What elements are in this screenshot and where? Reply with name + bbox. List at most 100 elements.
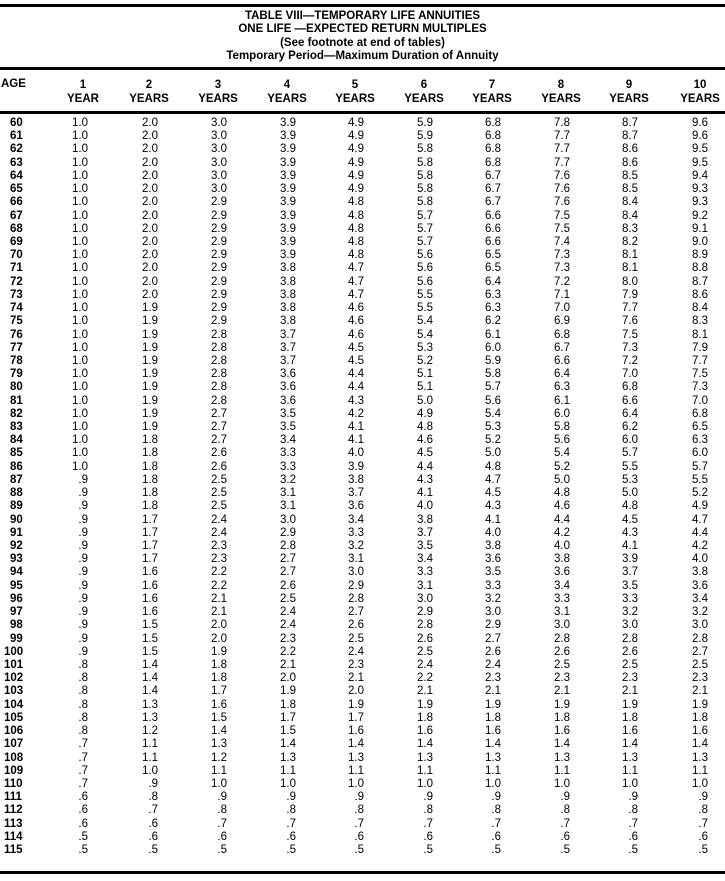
multiple-cell: 3.4 bbox=[348, 513, 364, 526]
column-header-6: 6 YEARS bbox=[390, 78, 458, 106]
multiple-cell: 1.8 bbox=[142, 473, 158, 486]
multiple-cell: 4.3 bbox=[417, 473, 433, 486]
multiple-cell: 2.0 bbox=[280, 672, 296, 685]
multiple-cell: 2.2 bbox=[280, 645, 296, 658]
age-cell: 79 bbox=[10, 368, 23, 381]
multiple-cell: 2.1 bbox=[485, 685, 501, 698]
multiple-cell: 2.8 bbox=[211, 328, 227, 341]
multiple-cell: 5.8 bbox=[417, 183, 433, 196]
multiple-cell: 4.4 bbox=[348, 368, 364, 381]
multiple-cell: .5 bbox=[286, 844, 296, 857]
table-row: 85 1.0 1.8 2.6 3.3 4.0 4.5 5.0 5.4 5.7 6.0 bbox=[0, 447, 725, 460]
multiple-cell: 6.5 bbox=[692, 421, 708, 434]
multiple-cell: 5.5 bbox=[417, 288, 433, 301]
multiple-cell: 5.3 bbox=[485, 421, 501, 434]
multiple-cell: 2.9 bbox=[211, 275, 227, 288]
multiple-cell: 1.0 bbox=[72, 381, 88, 394]
multiple-cell: 1.0 bbox=[72, 328, 88, 341]
multiple-cell: 8.0 bbox=[622, 275, 638, 288]
multiple-cell: 4.8 bbox=[622, 500, 638, 513]
multiple-cell: .7 bbox=[628, 817, 638, 830]
table-row: 63 1.0 2.0 3.0 3.9 4.9 5.8 6.8 7.7 8.6 9.5 bbox=[0, 157, 725, 170]
multiple-cell: .9 bbox=[78, 487, 88, 500]
multiple-cell: 6.2 bbox=[622, 421, 638, 434]
multiple-cell: 5.8 bbox=[485, 368, 501, 381]
multiple-cell: 1.8 bbox=[142, 434, 158, 447]
multiple-cell: 2.0 bbox=[142, 235, 158, 248]
multiple-cell: 1.0 bbox=[72, 222, 88, 235]
multiple-cell: 2.5 bbox=[348, 632, 364, 645]
table-row: 61 1.0 2.0 3.0 3.9 4.9 5.9 6.8 7.7 8.7 9.6 bbox=[0, 130, 725, 143]
table-row: 84 1.0 1.8 2.7 3.4 4.1 4.6 5.2 5.6 6.0 6.3 bbox=[0, 434, 725, 447]
multiple-cell: 3.0 bbox=[211, 130, 227, 143]
multiple-cell: 4.1 bbox=[417, 487, 433, 500]
column-header-unit: YEARS bbox=[609, 93, 649, 105]
multiple-cell: .7 bbox=[491, 817, 501, 830]
multiple-cell: 1.0 bbox=[72, 302, 88, 315]
multiple-cell: 2.0 bbox=[142, 169, 158, 182]
table-row: 67 1.0 2.0 2.9 3.9 4.8 5.7 6.6 7.5 8.4 9.2 bbox=[0, 210, 725, 223]
multiple-cell: 3.9 bbox=[280, 222, 296, 235]
multiple-cell: 1.0 bbox=[72, 460, 88, 473]
multiple-cell: 1.0 bbox=[72, 196, 88, 209]
multiple-cell: 1.3 bbox=[692, 751, 708, 764]
multiple-cell: 6.0 bbox=[554, 407, 570, 420]
multiple-cell: .5 bbox=[78, 844, 88, 857]
multiple-cell: 4.7 bbox=[348, 262, 364, 275]
multiple-cell: 3.7 bbox=[280, 341, 296, 354]
multiple-cell: 5.8 bbox=[417, 156, 433, 169]
column-header-unit: YEARS bbox=[335, 93, 375, 105]
multiple-cell: 3.8 bbox=[280, 315, 296, 328]
multiple-cell: 1.0 bbox=[692, 777, 708, 790]
column-header-10: 10 YEARS bbox=[666, 78, 725, 106]
multiple-cell: 4.8 bbox=[348, 249, 364, 262]
multiple-cell: .6 bbox=[698, 830, 708, 843]
multiple-cell: 2.1 bbox=[211, 592, 227, 605]
multiple-cell: 4.8 bbox=[554, 487, 570, 500]
multiple-cell: 1.4 bbox=[280, 738, 296, 751]
age-cell: 103 bbox=[4, 685, 24, 698]
multiple-cell: 1.6 bbox=[485, 725, 501, 738]
age-cell: 60 bbox=[10, 117, 23, 129]
multiple-cell: 2.9 bbox=[211, 249, 227, 262]
multiple-cell: 4.8 bbox=[348, 222, 364, 235]
multiple-cell: 2.9 bbox=[211, 288, 227, 301]
multiple-cell: 8.5 bbox=[622, 183, 638, 196]
multiple-cell: 4.2 bbox=[692, 540, 708, 552]
multiple-cell: 2.6 bbox=[485, 645, 501, 658]
multiple-cell: 4.8 bbox=[417, 421, 433, 434]
multiple-cell: 3.9 bbox=[280, 183, 296, 196]
multiple-cell: 1.1 bbox=[142, 751, 158, 764]
multiple-cell: 4.8 bbox=[348, 196, 364, 209]
age-cell: 68 bbox=[10, 222, 23, 235]
multiple-cell: 6.3 bbox=[692, 434, 708, 447]
multiple-cell: 6.2 bbox=[485, 315, 501, 328]
multiple-cell: 2.9 bbox=[211, 235, 227, 248]
multiple-cell: 2.8 bbox=[348, 592, 364, 605]
multiple-cell: 5.6 bbox=[554, 434, 570, 447]
multiple-cell: 1.0 bbox=[72, 315, 88, 328]
multiple-cell: 3.9 bbox=[280, 143, 296, 156]
column-header-unit: YEARS bbox=[472, 93, 512, 105]
age-cell: 113 bbox=[4, 817, 23, 830]
age-cell: 74 bbox=[10, 302, 23, 315]
age-cell: 112 bbox=[4, 804, 23, 817]
multiple-cell: 1.7 bbox=[211, 685, 227, 698]
table-row: 113 .6 .6 .7 .7 .7 .7 .7 .7 .7 .7 bbox=[0, 818, 725, 831]
multiple-cell: 1.3 bbox=[348, 751, 364, 764]
multiple-cell: 1.8 bbox=[622, 711, 638, 724]
multiple-cell: 1.4 bbox=[142, 685, 158, 698]
multiple-cell: 2.5 bbox=[692, 658, 708, 671]
table-row: 100 .9 1.5 1.9 2.2 2.4 2.5 2.6 2.6 2.6 2.7 bbox=[0, 646, 725, 659]
multiple-cell: 1.0 bbox=[72, 421, 88, 434]
multiple-cell: 6.8 bbox=[485, 156, 501, 169]
multiple-cell: 7.7 bbox=[554, 130, 570, 143]
multiple-cell: 2.0 bbox=[142, 196, 158, 209]
multiple-cell: .5 bbox=[698, 844, 708, 857]
multiple-cell: 5.9 bbox=[417, 117, 433, 129]
multiple-cell: 2.7 bbox=[280, 566, 296, 579]
multiple-cell: 5.3 bbox=[417, 341, 433, 354]
table-row: 111 .6 .8 .9 .9 .9 .9 .9 .9 .9 .9 bbox=[0, 791, 725, 804]
multiple-cell: .9 bbox=[698, 791, 708, 804]
multiple-cell: .7 bbox=[286, 817, 296, 830]
